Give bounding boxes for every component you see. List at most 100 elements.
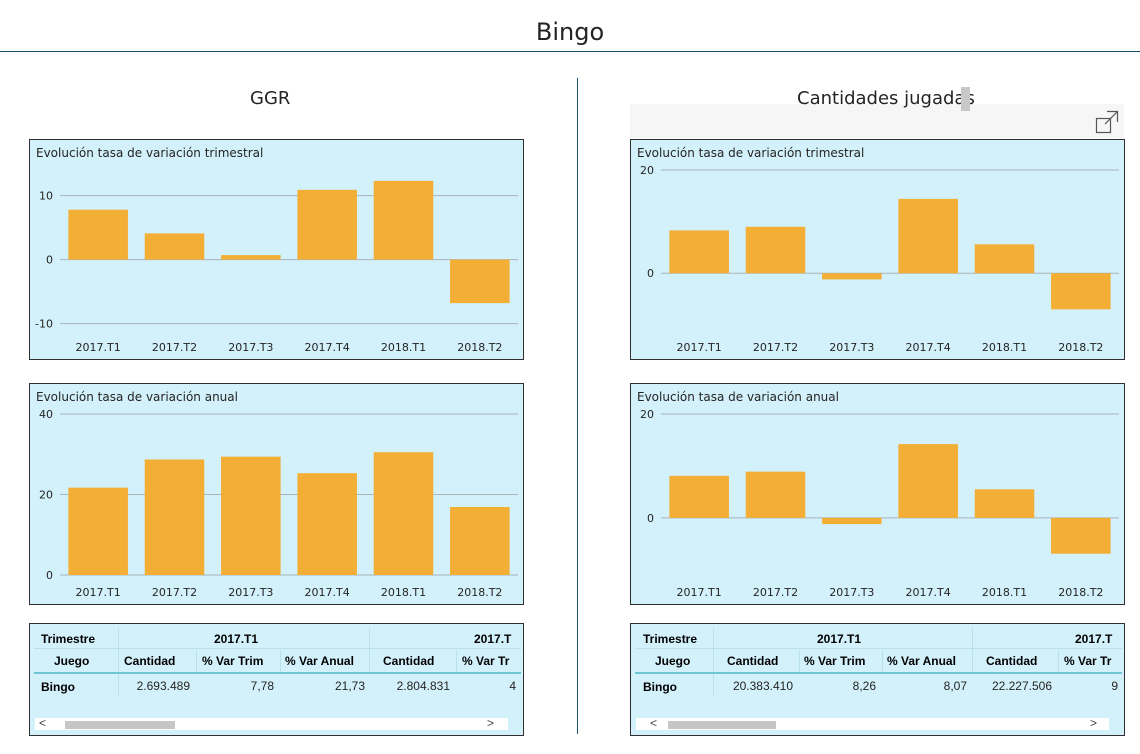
bar (898, 198, 958, 274)
x-tick-label: 2017.T2 (753, 586, 798, 599)
x-tick-label: 2017.T1 (677, 586, 722, 599)
header-cantidad: Cantidad (124, 654, 176, 668)
header-var-trim: % Var Tr (1064, 654, 1112, 668)
x-tick-label: 2018.T2 (457, 341, 502, 354)
bar (669, 475, 729, 518)
scroll-left-arrow[interactable]: < (39, 716, 47, 730)
bar (1051, 273, 1111, 310)
column-divider (882, 650, 883, 672)
bar (745, 471, 806, 518)
ggr-annual-chart[interactable]: 0 20 40 2017.T1 2017.T2 2017.T3 2017.T4 2018.T1… (29, 383, 524, 605)
y-tick-label: 20 (640, 408, 654, 421)
header-trimestre: Trimestre (643, 632, 698, 646)
chart-title: Evolución tasa de variación anual (637, 390, 839, 404)
header-var-anual: % Var Anual (285, 654, 354, 668)
x-tick-label: 2017.T2 (152, 341, 197, 354)
scroll-thumb[interactable] (65, 721, 175, 729)
title-divider (0, 51, 1140, 52)
header-juego: Juego (54, 654, 90, 668)
bar (822, 517, 882, 525)
column-divider (799, 650, 800, 672)
bar (974, 489, 1035, 518)
header-var-trim: % Var Trim (202, 654, 264, 668)
bar (373, 180, 434, 260)
x-tick-label: 2017.T1 (677, 341, 722, 354)
row-divider (34, 648, 521, 649)
bar (68, 209, 128, 260)
bar (1051, 517, 1111, 554)
x-tick-label: 2017.T4 (305, 586, 350, 599)
bar (974, 244, 1035, 274)
x-tick-label: 2018.T2 (1058, 586, 1103, 599)
header-underline (635, 672, 1122, 674)
cell-cantidad: 22.227.506 (991, 679, 1052, 693)
x-tick-label: 2017.T4 (906, 341, 951, 354)
header-var-trim: % Var Tr (462, 654, 510, 668)
visual-header (630, 104, 1124, 138)
cell-cantidad: 20.383.410 (732, 679, 793, 693)
y-tick-label: 20 (640, 164, 654, 177)
y-tick-label: 0 (647, 512, 654, 525)
header-cantidad: Cantidad (383, 654, 435, 668)
cantidades-quarterly-chart[interactable]: 0 20 2017.T1 2017.T2 2017.T3 2017.T4 2018.T1 20… (630, 139, 1125, 360)
header-period: 2017.T1 (214, 632, 259, 646)
cantidades-matrix-table[interactable]: Trimestre 2017.T1 2017.T Juego Cantidad … (630, 623, 1125, 736)
column-divider (1058, 650, 1059, 672)
scroll-thumb[interactable] (668, 721, 776, 729)
scroll-right-arrow[interactable]: > (487, 716, 495, 730)
y-tick-label: 0 (647, 267, 654, 280)
horizontal-scrollbar[interactable]: < > (35, 716, 508, 730)
ggr-annual-plot: 0 20 40 2017.T1 2017.T2 2017.T3 2017.T4 2018.T1… (39, 408, 518, 599)
x-tick-label: 2017.T1 (76, 586, 121, 599)
column-divider (280, 650, 281, 672)
x-tick-label: 2017.T3 (829, 341, 874, 354)
x-tick-label: 2018.T1 (982, 341, 1027, 354)
x-tick-label: 2018.T2 (1058, 341, 1103, 354)
bar (297, 473, 357, 575)
scroll-right-arrow[interactable]: > (1090, 716, 1098, 730)
header-juego: Juego (655, 654, 691, 668)
cantidades-quarterly-plot: 0 20 2017.T1 2017.T2 2017.T3 2017.T4 2018.T1 20… (640, 164, 1119, 354)
header-var-anual: % Var Anual (887, 654, 956, 668)
horizontal-scrollbar[interactable]: < > (636, 716, 1109, 730)
header-var-trim: % Var Trim (804, 654, 866, 668)
row-divider (635, 648, 1122, 649)
x-tick-label: 2017.T3 (228, 341, 273, 354)
chart-title: Evolución tasa de variación trimestral (637, 146, 865, 160)
section-title-cantidades: Cantidades jugadas (797, 88, 975, 109)
y-tick-label: 0 (46, 569, 53, 582)
x-tick-label: 2017.T1 (76, 341, 121, 354)
bar (669, 230, 729, 274)
y-tick-label: 10 (39, 190, 53, 203)
x-tick-label: 2017.T2 (753, 341, 798, 354)
expand-icon[interactable] (1095, 110, 1119, 134)
scroll-left-arrow[interactable]: < (650, 716, 658, 730)
row-label-bingo: Bingo (41, 680, 75, 694)
x-tick-label: 2017.T3 (228, 586, 273, 599)
cell-var-anual: 21,73 (334, 679, 365, 693)
ggr-matrix-table[interactable]: Trimestre 2017.T1 2017.T Juego Cantidad … (29, 623, 524, 736)
ggr-quarterly-plot: -10 0 10 2017.T1 2017.T2 2017.T3 2017.T4 2018.T… (35, 180, 518, 354)
page-title: Bingo (535, 18, 605, 46)
y-tick-label: -10 (35, 318, 53, 331)
header-cantidad: Cantidad (986, 654, 1038, 668)
header-underline (34, 672, 521, 674)
bar (373, 452, 434, 575)
column-divider (118, 674, 119, 696)
y-tick-label: 20 (39, 489, 53, 502)
column-divider (456, 650, 457, 672)
chart-title: Evolución tasa de variación anual (36, 390, 238, 404)
cell-cantidad: 2.693.489 (136, 679, 190, 693)
header-period-next: 2017.T (474, 632, 512, 646)
x-tick-label: 2017.T4 (906, 586, 951, 599)
x-tick-label: 2018.T1 (982, 586, 1027, 599)
cantidades-annual-plot: 0 20 2017.T1 2017.T2 2017.T3 2017.T4 2018.T1 20… (640, 408, 1119, 599)
column-divider (713, 628, 714, 672)
cantidades-annual-chart[interactable]: 0 20 2017.T1 2017.T2 2017.T3 2017.T4 2018.T1 20… (630, 383, 1125, 605)
ggr-quarterly-chart[interactable]: -10 0 10 2017.T1 2017.T2 2017.T3 2017.T4 2018.T… (29, 139, 524, 360)
bar (221, 456, 281, 575)
bar (450, 259, 510, 304)
cell-var-trim: 8,26 (852, 679, 876, 693)
cell-var-trim: 9 (1111, 679, 1118, 693)
bar (68, 487, 128, 575)
